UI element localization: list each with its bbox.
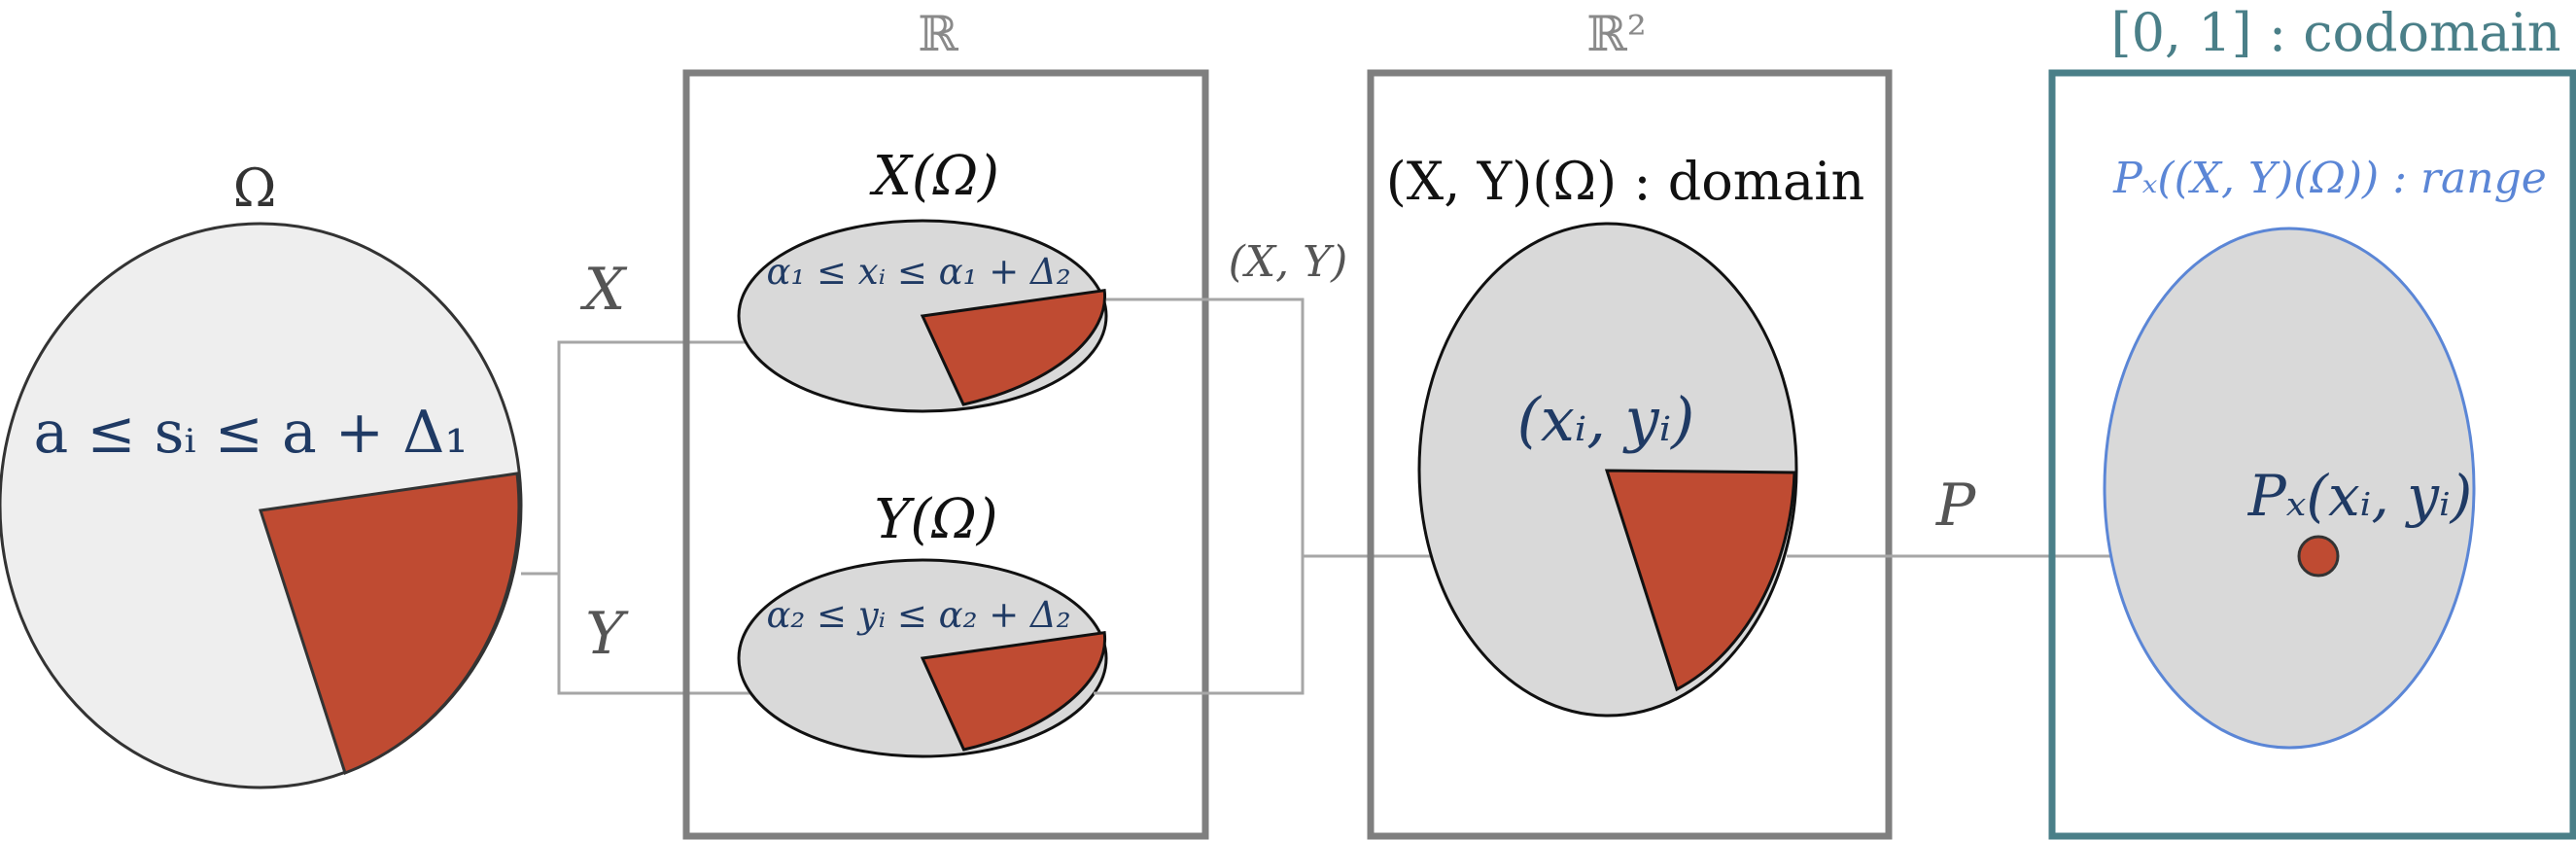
box-r-title: ℝ	[918, 6, 958, 62]
x-interval-label: α₁ ≤ xᵢ ≤ α₁ + Δ₂	[766, 251, 1070, 293]
domain-point-label: (xᵢ, yᵢ)	[1517, 384, 1695, 455]
box-r: ℝ X(Ω) α₁ ≤ xᵢ ≤ α₁ + Δ₂ Y(Ω) α₂ ≤ yᵢ ≤ …	[682, 6, 1209, 840]
arrow-xy-from-y	[1094, 556, 1305, 695]
box-r2: ℝ² (X, Y)(Ω) : domain (xᵢ, yᵢ)	[1367, 6, 1893, 840]
arrow-x-label: X	[580, 256, 628, 324]
x-event-sector	[920, 288, 1107, 406]
box-codomain: [0, 1] : codomain Pₓ((X, Y)(Ω)) : range …	[2048, 2, 2576, 840]
codomain-frame	[2048, 69, 2576, 840]
arrow-p-label: P	[1935, 472, 1977, 540]
domain-label: (X, Y)(Ω) : domain	[1386, 151, 1865, 212]
omega-label: Ω	[233, 158, 277, 219]
box-r-frame	[682, 69, 1209, 840]
y-event-sector	[920, 630, 1107, 752]
arrow-xy-from-x	[1106, 298, 1305, 556]
box-r2-title: ℝ²	[1586, 6, 1647, 62]
box-r2-frame	[1367, 69, 1893, 840]
probability-point-label: Pₓ(xᵢ, yᵢ)	[2247, 463, 2473, 529]
x-image-label: X(Ω)	[869, 145, 999, 208]
range-label: Pₓ((X, Y)(Ω)) : range	[2112, 154, 2547, 203]
range-ellipse	[2103, 227, 2476, 750]
omega-set: Ω a ≤ sᵢ ≤ a + Δ₁	[0, 158, 523, 789]
codomain-title: [0, 1] : codomain	[2111, 2, 2561, 63]
arrow-x-y-split: X Y	[521, 256, 936, 697]
omega-interval-label: a ≤ sᵢ ≤ a + Δ₁	[33, 399, 468, 467]
y-interval-label: α₂ ≤ yᵢ ≤ α₂ + Δ₂	[766, 594, 1070, 636]
omega-event-sector	[259, 472, 521, 775]
arrow-xy-label: (X, Y)	[1229, 237, 1348, 287]
y-image-label: Y(Ω)	[874, 488, 997, 551]
arrow-y-label: Y	[585, 600, 629, 668]
domain-event-sector	[1604, 469, 1796, 692]
probability-point	[2297, 535, 2340, 578]
